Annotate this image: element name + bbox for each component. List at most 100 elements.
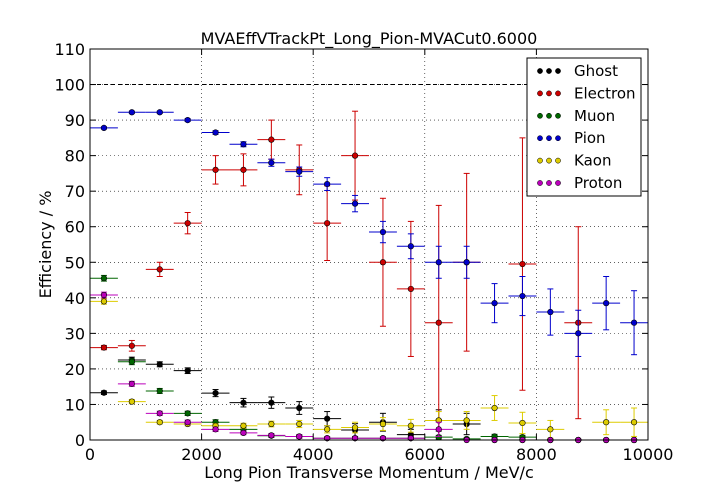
- x-tick-label: 4000: [293, 445, 334, 464]
- y-tick-label: 10: [65, 395, 85, 414]
- data-point: [435, 259, 442, 266]
- legend: Ghost Electron Muon Pion Kaon Proton: [526, 57, 642, 197]
- legend-marker: [555, 135, 561, 142]
- data-point: [379, 420, 387, 428]
- data-point: [519, 260, 526, 268]
- legend-box: [526, 57, 642, 197]
- legend-label: Muon: [574, 107, 615, 125]
- y-tick-label: 50: [65, 253, 85, 272]
- data-point: [547, 426, 554, 433]
- x-axis-label: Long Pion Transverse Momentum / MeV/c: [204, 463, 534, 482]
- x-tick-label: 10000: [623, 445, 674, 464]
- y-tick-label: 30: [65, 324, 85, 343]
- data-point: [212, 426, 219, 433]
- data-point: [491, 300, 498, 307]
- y-tick-label: 20: [65, 360, 85, 379]
- data-point: [547, 308, 554, 316]
- data-point: [351, 152, 359, 159]
- x-tick-label: 0: [85, 445, 95, 464]
- y-tick-label: 90: [65, 111, 85, 130]
- data-point: [156, 109, 163, 116]
- series-proton: [90, 291, 648, 444]
- data-point: [100, 389, 108, 396]
- data-point: [630, 319, 638, 326]
- data-point: [379, 228, 387, 236]
- legend-item-proton: Proton: [537, 174, 622, 192]
- data-point: [324, 426, 331, 433]
- legend-marker: [546, 112, 552, 119]
- data-point: [407, 243, 414, 250]
- data-layer: [90, 109, 648, 444]
- legend-marker: [555, 90, 561, 97]
- data-point: [296, 433, 303, 440]
- legend-marker: [546, 68, 552, 74]
- legend-marker: [546, 180, 552, 186]
- data-point: [407, 422, 414, 429]
- data-point: [184, 367, 191, 374]
- x-tick-label: 8000: [516, 445, 557, 464]
- data-point: [100, 124, 108, 132]
- series-pion: [90, 109, 648, 357]
- data-point: [128, 342, 135, 349]
- data-point: [379, 259, 387, 266]
- data-point: [296, 404, 303, 412]
- legend-marker: [546, 157, 552, 164]
- legend-marker: [555, 68, 561, 74]
- legend-label: Proton: [574, 174, 622, 192]
- y-tick-label: 80: [65, 147, 85, 166]
- data-point: [351, 200, 359, 207]
- legend-marker: [546, 135, 552, 142]
- data-point: [603, 300, 610, 307]
- legend-item-pion: Pion: [537, 129, 606, 147]
- series-kaon: [90, 298, 648, 444]
- y-axis-label: Efficiency / %: [36, 191, 55, 299]
- data-point: [268, 420, 275, 428]
- y-tick-label: 60: [65, 218, 85, 237]
- data-point: [240, 141, 247, 148]
- legend-marker: [537, 90, 543, 97]
- data-point: [212, 166, 219, 173]
- legend-item-kaon: Kaon: [537, 152, 611, 170]
- x-tick-label: 6000: [404, 445, 445, 464]
- legend-label: Electron: [574, 84, 636, 102]
- data-point: [156, 410, 163, 417]
- legend-marker: [555, 112, 561, 119]
- data-point: [268, 432, 275, 439]
- data-point: [156, 419, 163, 426]
- data-point: [630, 419, 638, 426]
- data-point: [435, 426, 442, 433]
- data-point: [575, 330, 582, 337]
- data-point: [184, 116, 191, 124]
- data-point: [324, 415, 331, 422]
- tick-layer: 0 2000 4000 6000 8000 10000 0 10 20 30 40 50 60 70 80 9…: [54, 40, 673, 464]
- legend-label: Kaon: [574, 152, 611, 170]
- data-point: [100, 275, 108, 282]
- y-tick-label: 0: [75, 431, 85, 450]
- data-point: [128, 109, 135, 116]
- data-point: [212, 129, 219, 136]
- data-point: [519, 292, 526, 300]
- legend-label: Ghost: [574, 62, 618, 80]
- legend-label: Pion: [574, 129, 606, 147]
- chart-title: MVAEffVTrackPt_Long_Pion-MVACut0.6000: [201, 29, 538, 49]
- data-point: [184, 419, 191, 426]
- y-tick-label: 40: [65, 289, 85, 308]
- data-point: [296, 168, 303, 175]
- legend-item-muon: Muon: [537, 107, 615, 125]
- data-point: [240, 166, 247, 173]
- legend-marker: [537, 68, 543, 74]
- plot-frame: [89, 48, 649, 441]
- data-point: [463, 259, 470, 266]
- data-point: [351, 424, 359, 431]
- data-point: [240, 422, 247, 429]
- y-tick-label: 110: [54, 40, 85, 59]
- data-point: [407, 285, 414, 293]
- data-point: [128, 358, 135, 365]
- data-point: [463, 417, 470, 424]
- data-point: [212, 389, 219, 397]
- legend-marker: [555, 180, 561, 186]
- data-point: [491, 404, 498, 412]
- y-tick-label: 70: [65, 182, 85, 201]
- data-point: [100, 344, 108, 351]
